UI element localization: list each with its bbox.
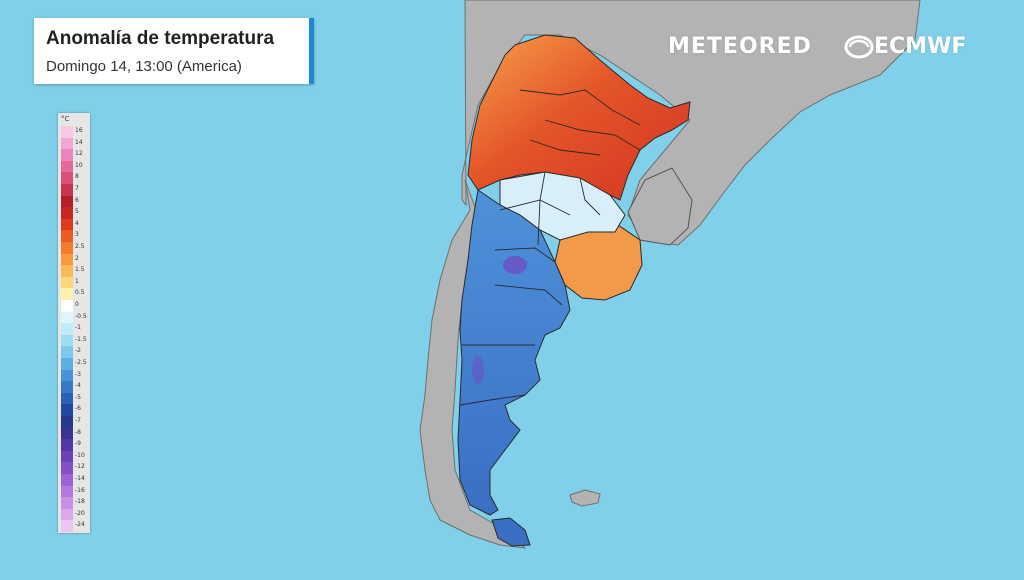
legend-label: 14 [75, 138, 83, 146]
legend-unit: °C [61, 115, 70, 123]
legend-label: -1.5 [75, 335, 87, 343]
legend-label: -1 [75, 324, 81, 332]
legend-swatch [61, 416, 73, 429]
legend-swatch [61, 334, 73, 347]
legend-label: 0 [75, 301, 79, 308]
legend-swatch [61, 369, 73, 382]
tierra-del-fuego [491, 517, 531, 547]
legend-swatch [61, 265, 73, 278]
title-box: Anomalía de temperatura Domingo 14, 13:0… [34, 18, 314, 84]
legend-swatch [61, 439, 73, 452]
legend-swatch [61, 520, 73, 533]
legend-label: 2 [75, 254, 79, 262]
ecmwf-logo: ECMWF [874, 34, 967, 59]
legend-label: -9 [75, 440, 81, 448]
legend-swatch [61, 381, 73, 394]
color-scale-legend: °C 16 14 12 10 8 7 6 5 4 3 2.5 2 1.5 1 0.5 0 -0.5 -1 -1.5 -… [58, 113, 90, 533]
legend-label: 1 [75, 277, 79, 285]
uruguay-land [627, 167, 693, 246]
legend-swatch [61, 427, 73, 440]
legend-swatch [61, 253, 73, 266]
legend-swatch [61, 508, 73, 521]
legend-swatch [61, 392, 73, 405]
ecmwf-mark-icon [844, 35, 874, 59]
legend-label: -16 [75, 486, 85, 494]
legend-swatch [61, 137, 73, 150]
legend-label: -8 [75, 428, 81, 436]
legend-label: 16 [75, 127, 83, 134]
legend-swatch [61, 242, 73, 255]
legend-swatch [61, 160, 73, 173]
argentina-cold-region [457, 189, 571, 516]
cold-spot [503, 256, 527, 274]
legend-swatch [61, 126, 73, 139]
legend-label: 1.5 [75, 266, 85, 274]
legend-label: 5 [75, 208, 79, 216]
legend-swatch [61, 172, 73, 185]
legend-swatch [61, 218, 73, 231]
legend-label: -10 [75, 451, 85, 459]
legend-label: -0.5 [75, 312, 87, 320]
legend-label: -12 [75, 463, 85, 471]
legend-label: 4 [75, 219, 79, 227]
legend-swatch [61, 497, 73, 510]
legend-swatch [61, 311, 73, 324]
legend-swatch [61, 474, 73, 487]
legend-swatch [61, 288, 73, 301]
legend-label: 12 [75, 150, 83, 158]
legend-label: -4 [75, 382, 81, 390]
map-subtitle: Domingo 14, 13:00 (America) [46, 58, 242, 75]
legend-label: -7 [75, 417, 81, 424]
chile-coast-land [419, 179, 527, 549]
legend-label: 6 [75, 196, 79, 204]
legend-swatch [61, 184, 73, 197]
legend-swatch [61, 276, 73, 289]
meteored-logo: METEORED [668, 34, 812, 59]
legend-label: -6 [75, 405, 81, 413]
legend-label: 7 [75, 185, 79, 192]
legend-swatch [61, 462, 73, 475]
legend-label: 2.5 [75, 243, 85, 250]
legend-label: 8 [75, 173, 79, 181]
legend-swatch [61, 358, 73, 371]
legend-swatch [61, 195, 73, 208]
legend-swatch [61, 346, 73, 359]
argentina-warm-region [467, 34, 691, 201]
legend-label: -2 [75, 347, 81, 355]
legend-label: -18 [75, 498, 85, 506]
legend-swatch [61, 450, 73, 463]
legend-label: 0.5 [75, 289, 85, 297]
legend-swatch [61, 485, 73, 498]
map-title: Anomalía de temperatura [46, 28, 275, 49]
south-america-land-north [461, 0, 921, 246]
legend-label: 3 [75, 231, 79, 239]
legend-swatch [61, 323, 73, 336]
legend-label: -2.5 [75, 359, 87, 366]
falkland-islands [569, 489, 601, 507]
legend-swatch [61, 230, 73, 243]
legend-label: -14 [75, 475, 85, 482]
legend-label: 10 [75, 161, 83, 169]
legend-swatch [61, 149, 73, 162]
legend-swatch [61, 207, 73, 220]
cold-spot [472, 356, 484, 384]
legend-swatch [61, 404, 73, 417]
legend-label: -20 [75, 509, 85, 517]
legend-label: -5 [75, 393, 81, 401]
legend-label: -3 [75, 370, 81, 378]
legend-swatch [61, 300, 73, 313]
province-borders [459, 89, 641, 406]
legend-label: -24 [75, 521, 85, 529]
